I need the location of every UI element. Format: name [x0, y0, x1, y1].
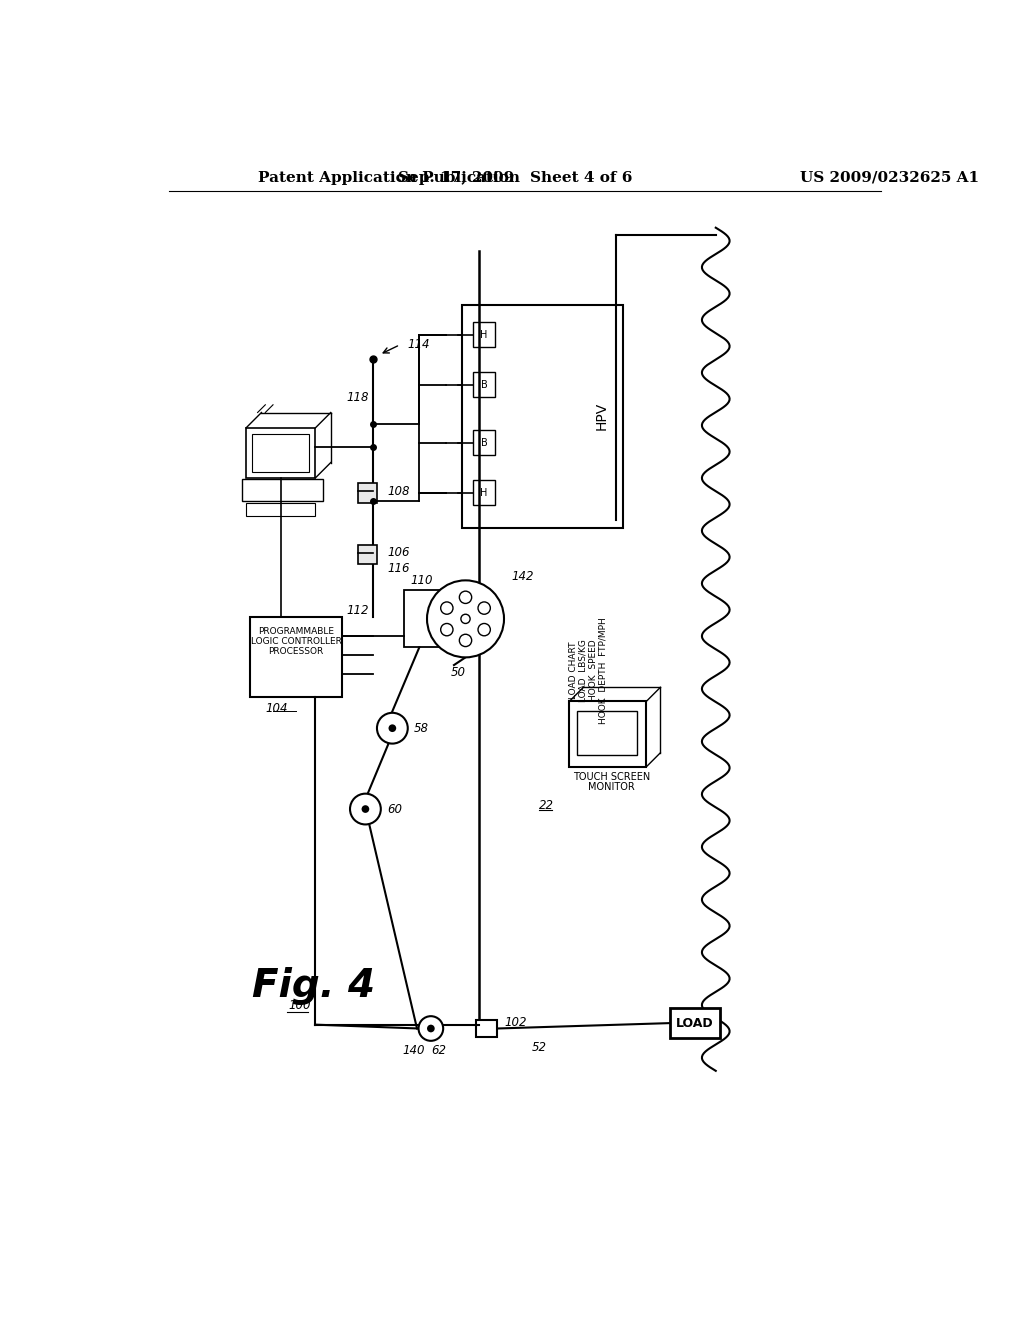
- Bar: [473, 322, 495, 347]
- Text: HPV: HPV: [595, 403, 609, 430]
- Circle shape: [460, 635, 472, 647]
- Circle shape: [388, 725, 396, 733]
- Bar: [578, 711, 637, 755]
- Circle shape: [440, 623, 453, 636]
- Bar: [473, 480, 495, 506]
- Text: 58: 58: [414, 722, 429, 735]
- Text: 110: 110: [410, 574, 432, 587]
- Bar: [246, 503, 315, 516]
- Text: HOOK  SPEED: HOOK SPEED: [589, 640, 598, 701]
- Text: B: B: [480, 437, 487, 447]
- Text: LOAD CHART: LOAD CHART: [568, 642, 578, 700]
- Text: TOUCH SCREEN: TOUCH SCREEN: [573, 772, 650, 783]
- Bar: [403, 590, 446, 647]
- Bar: [357, 545, 377, 564]
- Text: 116: 116: [387, 562, 410, 576]
- Bar: [475, 1020, 497, 1038]
- Text: 118: 118: [347, 391, 370, 404]
- Bar: [462, 305, 624, 528]
- Text: 112: 112: [346, 603, 369, 616]
- Text: MONITOR: MONITOR: [589, 783, 635, 792]
- Circle shape: [350, 793, 381, 825]
- Text: B: B: [480, 380, 487, 389]
- Text: 22: 22: [539, 799, 554, 812]
- Bar: [473, 372, 495, 397]
- Text: 104: 104: [265, 702, 288, 714]
- Text: Fig. 4: Fig. 4: [252, 968, 375, 1005]
- Bar: [246, 428, 315, 478]
- Bar: [252, 434, 309, 471]
- Text: 62: 62: [431, 1044, 446, 1056]
- Bar: [243, 479, 323, 502]
- Text: H: H: [480, 487, 487, 498]
- Text: 108: 108: [387, 484, 410, 498]
- Circle shape: [460, 591, 472, 603]
- Text: LOAD: LOAD: [676, 1016, 714, 1030]
- Text: PROGRAMMABLE: PROGRAMMABLE: [258, 627, 334, 636]
- Circle shape: [478, 602, 490, 614]
- Text: LOGIC CONTROLLER: LOGIC CONTROLLER: [251, 638, 342, 647]
- Circle shape: [377, 713, 408, 743]
- Bar: [670, 1008, 720, 1038]
- Circle shape: [478, 623, 490, 636]
- Circle shape: [440, 602, 453, 614]
- Bar: [473, 430, 495, 455]
- Circle shape: [461, 614, 470, 623]
- Text: 50: 50: [451, 667, 465, 680]
- Text: 100: 100: [289, 999, 311, 1012]
- Text: 102: 102: [505, 1016, 527, 1028]
- Bar: [569, 701, 646, 767]
- Text: HOOK  DEPTH  FTP/MPH: HOOK DEPTH FTP/MPH: [599, 616, 608, 723]
- Text: H: H: [480, 330, 487, 339]
- Circle shape: [427, 1024, 435, 1032]
- Bar: [357, 483, 377, 503]
- Text: LOAD  LBS/KG: LOAD LBS/KG: [579, 639, 588, 702]
- Circle shape: [427, 581, 504, 657]
- Text: Sep. 17, 2009   Sheet 4 of 6: Sep. 17, 2009 Sheet 4 of 6: [398, 170, 633, 185]
- Bar: [250, 616, 342, 697]
- Text: 52: 52: [531, 1041, 547, 1055]
- Text: 106: 106: [387, 546, 410, 560]
- Text: Patent Application Publication: Patent Application Publication: [258, 170, 519, 185]
- Text: 142: 142: [512, 570, 535, 583]
- Text: 60: 60: [387, 803, 402, 816]
- Text: 140: 140: [402, 1044, 425, 1056]
- Text: 114: 114: [408, 338, 430, 351]
- Text: US 2009/0232625 A1: US 2009/0232625 A1: [801, 170, 980, 185]
- Circle shape: [419, 1016, 443, 1040]
- Text: PROCESSOR: PROCESSOR: [268, 648, 324, 656]
- Circle shape: [361, 805, 370, 813]
